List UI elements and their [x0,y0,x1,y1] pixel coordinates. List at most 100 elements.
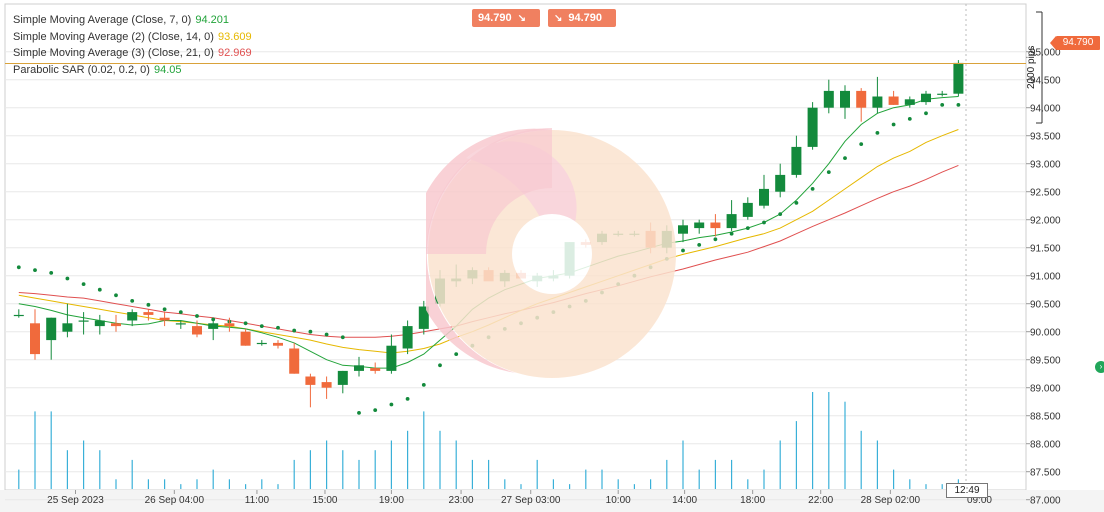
sar-point [729,231,734,236]
x-tick-label: 15:00 [312,495,337,506]
x-tick-label: 09:00 [967,495,992,506]
sar-point [292,328,297,333]
sar-point [907,117,912,121]
legend-sma21-value: 92.969 [217,47,252,59]
x-tick-label: 14:00 [672,495,697,506]
sar-point [778,212,783,217]
legend-sar[interactable]: Parabolic SAR (0.02, 0.2, 0) 94.05 [13,62,252,79]
x-axis-band [0,490,1104,512]
arrow-down-right-icon: ↘ [554,13,563,24]
candle-body [775,174,786,192]
candle-body [953,62,964,94]
sar-point [195,314,199,318]
y-tick-label: 94.500 [1030,76,1061,87]
sar-point [389,402,394,407]
current-price-tag: 94.790 [1050,36,1100,50]
y-tick-label: 92.500 [1030,188,1061,199]
sar-point [146,302,151,307]
candle-body [402,326,413,349]
candle-body [224,323,235,327]
sell-price: 94.790 [478,12,512,24]
candle-body [726,214,737,229]
candle-body [208,323,219,329]
y-tick-label: 92.000 [1030,216,1061,227]
y-tick-label: 88.500 [1030,412,1061,423]
candle-body [175,323,186,325]
candle-body [856,90,867,108]
candle-body [127,312,138,321]
y-tick-label: 88.000 [1030,440,1061,451]
candle-body [354,365,364,371]
candle-body [289,348,300,374]
sar-point [65,276,70,281]
y-tick-label: 89.500 [1030,356,1061,367]
arrow-down-right-icon: ↘ [517,13,527,24]
sar-point [681,248,685,253]
sar-point [843,156,847,161]
sar-point [826,170,831,175]
scroll-right-icon[interactable]: › [1095,361,1104,373]
buy-price: 94.790 [568,12,603,24]
sar-point [940,103,945,107]
candle-body [62,323,73,332]
candle-body [273,342,283,346]
sar-point [891,122,896,127]
sar-point [340,335,345,340]
x-tick-label: 26 Sep 04:00 [145,495,205,506]
legend-sma21[interactable]: Simple Moving Average (3) (Close, 21, 0)… [13,45,252,62]
x-tick-label: 19:00 [379,495,404,506]
sar-point [421,383,426,387]
sar-point [357,411,361,415]
sar-point [243,321,248,326]
sar-point [114,293,118,298]
legend-sar-value: 94.05 [153,63,182,76]
x-tick-label: 27 Sep 03:00 [501,495,561,506]
legend-sma7-value: 94.201 [195,14,229,26]
candle-body [710,222,721,229]
y-tick-label: 87.500 [1030,468,1061,479]
candle-body [159,317,170,321]
legend-sma14[interactable]: Simple Moving Average (2) (Close, 14, 0)… [13,29,252,46]
y-tick-label: 91.500 [1030,244,1061,255]
y-tick-label: 93.500 [1030,132,1061,143]
sar-point [49,271,54,275]
pips-ruler-label: 2000 pips [1026,45,1037,89]
sell-button[interactable]: 94.790 ↘ [472,9,540,27]
candle-body [888,96,899,105]
y-tick-label: 95.000 [1030,48,1061,59]
y-tick-label: 89.000 [1030,384,1061,395]
candle-body [337,370,348,385]
y-tick-label: 93.000 [1030,160,1061,171]
candle-body [386,345,397,371]
sar-point [745,226,750,231]
candle-body [759,188,769,206]
candle-body [111,323,121,327]
sar-point [259,324,264,328]
sar-point [162,307,167,312]
legend-sma14-label: Simple Moving Average (2) (Close, 14, 0) [13,30,214,43]
sar-point [373,408,378,412]
candle-body [240,331,251,346]
candle-body [791,146,802,175]
buy-button[interactable]: ↘ 94.790 [548,9,616,27]
sar-point [276,325,280,330]
x-tick-label: 25 Sep 2023 [47,495,104,506]
sar-point [859,142,864,147]
candle-body [13,314,24,317]
y-tick-label: 87.000 [1030,496,1061,507]
sar-point [794,201,799,205]
candle-body [937,93,948,95]
legend-sma7[interactable]: Simple Moving Average (Close, 7, 0) 94.20… [13,12,252,29]
current-time-marker[interactable]: 12:49 [946,483,988,498]
candle-body [694,222,705,229]
candle-body [840,90,850,108]
candle-body [321,382,332,388]
sar-point [178,310,183,314]
sar-point [713,237,718,242]
sar-point [33,268,37,272]
candle-body [78,320,89,322]
y-tick-label: 90.500 [1030,300,1061,311]
y-tick-label: 94.000 [1030,104,1061,115]
legend-sma14-value: 93.609 [217,30,252,43]
